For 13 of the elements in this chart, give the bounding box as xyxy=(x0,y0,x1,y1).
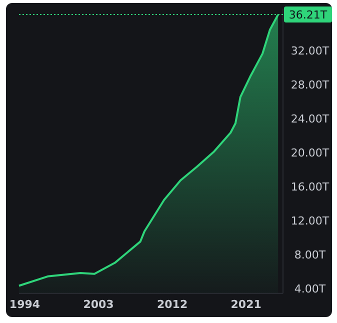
y-tick-label: 4.00T xyxy=(294,282,326,296)
y-tick-label: 20.00T xyxy=(290,146,330,160)
x-tick-label: 2012 xyxy=(157,298,188,311)
y-tick-label: 32.00T xyxy=(290,44,330,58)
x-tick-label: 2003 xyxy=(83,298,114,311)
y-tick-label: 28.00T xyxy=(290,78,330,92)
ref-line-label: 36.21T xyxy=(288,8,328,22)
y-tick-label: 8.00T xyxy=(294,248,326,262)
y-tick-label: 16.00T xyxy=(290,180,330,194)
y-tick-label: 24.00T xyxy=(290,112,330,126)
x-tick-label: 2021 xyxy=(230,298,262,311)
x-tick-label: 1994 xyxy=(9,298,40,311)
y-tick-label: 12.00T xyxy=(290,214,330,228)
